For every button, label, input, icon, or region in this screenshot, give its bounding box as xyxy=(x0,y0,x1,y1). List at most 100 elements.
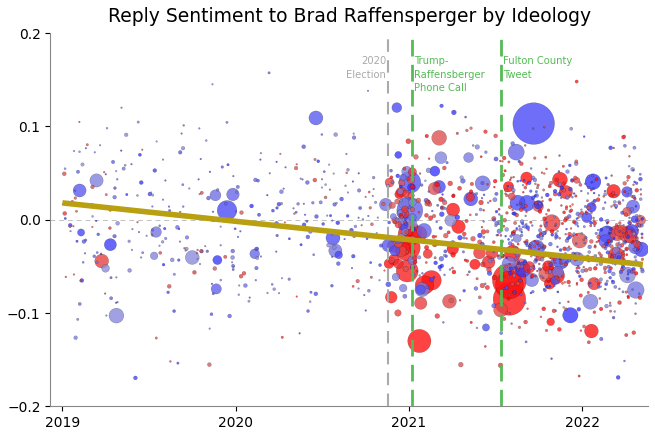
Point xyxy=(390,219,400,226)
Point xyxy=(149,252,159,259)
Point xyxy=(419,281,430,288)
Point xyxy=(180,247,191,254)
Point xyxy=(505,240,515,247)
Point xyxy=(429,274,440,281)
Point xyxy=(510,230,520,237)
Point xyxy=(407,224,418,231)
Point xyxy=(311,213,322,220)
Point xyxy=(571,250,581,257)
Point xyxy=(402,248,413,255)
Point xyxy=(618,222,629,229)
Point xyxy=(624,188,635,195)
Point xyxy=(425,215,436,222)
Point xyxy=(159,225,170,232)
Point xyxy=(521,174,532,181)
Point xyxy=(448,193,458,200)
Point xyxy=(565,203,576,210)
Point xyxy=(503,236,514,243)
Point xyxy=(570,174,580,181)
Point xyxy=(119,165,129,172)
Point xyxy=(630,253,641,260)
Point xyxy=(611,247,622,254)
Point xyxy=(205,168,215,175)
Point xyxy=(586,187,597,194)
Point xyxy=(437,262,447,269)
Point xyxy=(509,210,519,217)
Point xyxy=(402,244,413,251)
Point xyxy=(510,219,520,226)
Point xyxy=(635,176,646,183)
Point xyxy=(541,327,552,334)
Point xyxy=(422,284,432,291)
Point xyxy=(308,199,318,206)
Point xyxy=(622,231,633,238)
Point xyxy=(87,213,98,220)
Point xyxy=(400,221,411,228)
Point xyxy=(73,168,83,175)
Point xyxy=(534,260,544,267)
Point xyxy=(494,211,504,218)
Point xyxy=(516,160,527,167)
Point xyxy=(222,207,233,214)
Point xyxy=(221,217,231,224)
Point xyxy=(430,254,440,261)
Point xyxy=(564,282,574,289)
Point xyxy=(408,271,419,278)
Point xyxy=(439,164,449,171)
Point xyxy=(392,104,402,111)
Point xyxy=(113,220,123,227)
Point xyxy=(527,249,537,256)
Point xyxy=(246,202,257,209)
Point xyxy=(76,229,86,236)
Point xyxy=(561,305,571,312)
Point xyxy=(550,277,560,284)
Point xyxy=(160,235,171,242)
Point xyxy=(406,184,417,191)
Point xyxy=(474,250,485,257)
Point xyxy=(210,192,221,199)
Point xyxy=(165,358,176,365)
Point xyxy=(612,229,622,236)
Point xyxy=(585,298,595,305)
Point xyxy=(637,222,647,229)
Point xyxy=(567,177,578,184)
Point xyxy=(386,294,396,301)
Point xyxy=(504,281,515,288)
Point xyxy=(607,277,618,284)
Point xyxy=(430,168,440,175)
Point xyxy=(546,180,556,187)
Point xyxy=(552,228,563,235)
Point xyxy=(506,183,517,190)
Point xyxy=(542,219,552,226)
Point xyxy=(215,242,226,249)
Point xyxy=(559,209,569,216)
Point xyxy=(471,241,481,248)
Point xyxy=(536,169,547,176)
Point xyxy=(504,310,515,317)
Point xyxy=(622,246,632,253)
Point xyxy=(608,189,618,196)
Point xyxy=(530,177,540,184)
Point xyxy=(477,180,488,187)
Point xyxy=(276,188,287,195)
Point xyxy=(496,232,506,239)
Point xyxy=(482,228,493,235)
Point xyxy=(60,215,71,222)
Point xyxy=(515,226,525,233)
Point xyxy=(521,181,532,188)
Point xyxy=(624,153,635,160)
Point xyxy=(489,249,499,256)
Point xyxy=(629,230,639,237)
Point xyxy=(481,149,491,156)
Point xyxy=(599,193,609,200)
Point xyxy=(555,246,566,253)
Point xyxy=(600,264,610,271)
Point xyxy=(201,137,212,144)
Point xyxy=(631,212,642,219)
Point xyxy=(459,230,470,237)
Point xyxy=(293,200,303,207)
Point xyxy=(562,237,572,244)
Point xyxy=(265,170,275,177)
Point xyxy=(504,295,515,302)
Point xyxy=(618,263,628,270)
